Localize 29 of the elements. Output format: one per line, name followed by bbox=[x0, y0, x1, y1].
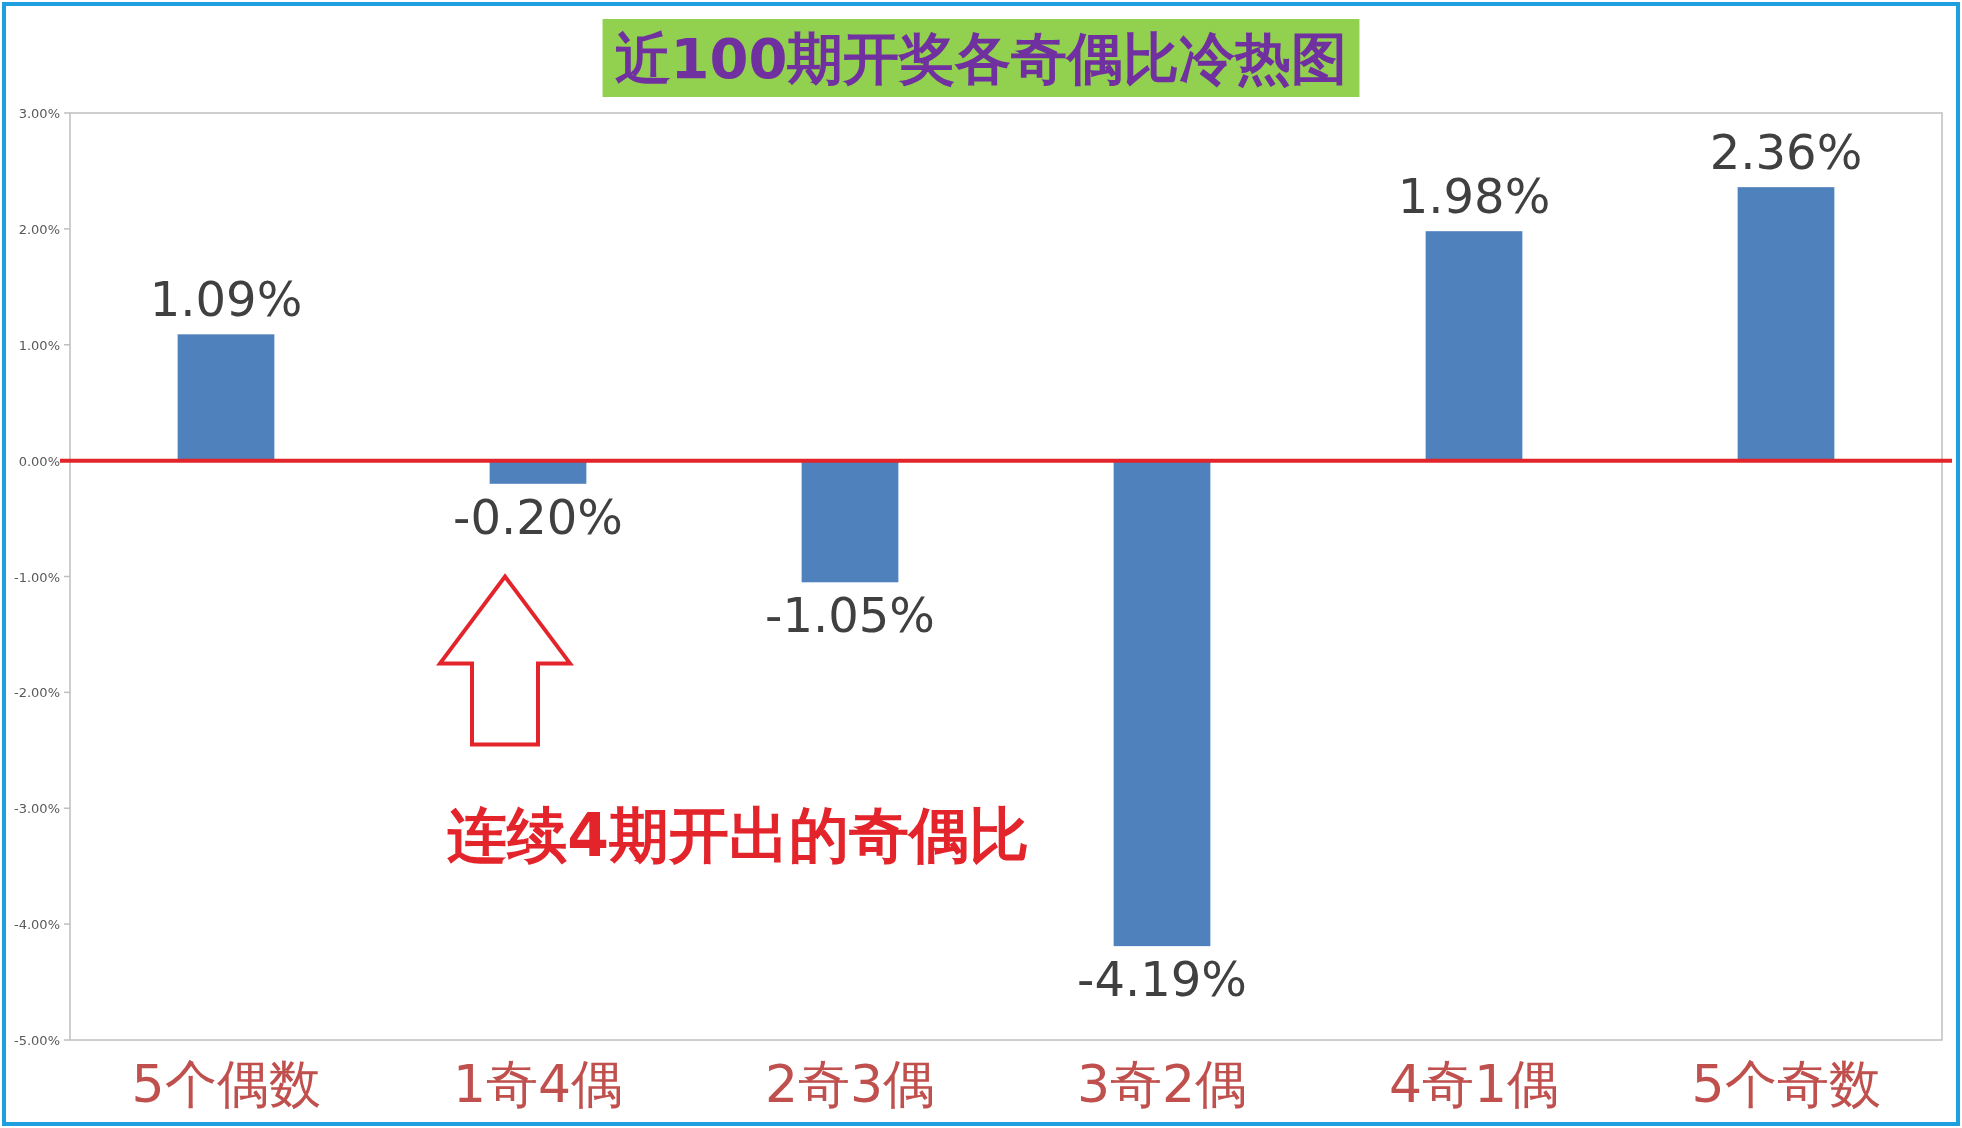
bar bbox=[1737, 187, 1835, 461]
x-tick-label: 5个偶数 bbox=[131, 1054, 321, 1114]
annotation: 连续4期开出的奇偶比 bbox=[447, 800, 1029, 871]
y-tick-label: -4.00% bbox=[14, 917, 60, 933]
y-tick-label: 1.00% bbox=[18, 337, 60, 353]
x-tick-label: 2奇3偶 bbox=[764, 1054, 936, 1114]
data-label: 2.36% bbox=[1709, 124, 1863, 181]
y-tick-label: -5.00% bbox=[14, 1033, 60, 1048]
chart-title: 近100期开奖各奇偶比冷热图 bbox=[614, 26, 1348, 91]
y-tick-label: 3.00% bbox=[18, 106, 60, 121]
data-label: 1.98% bbox=[1397, 168, 1551, 225]
x-tick-label: 5个奇数 bbox=[1691, 1054, 1881, 1114]
bar bbox=[489, 460, 587, 484]
y-tick-label: 0.00% bbox=[18, 453, 60, 469]
x-tick-label: 1奇4偶 bbox=[452, 1054, 624, 1114]
bar bbox=[1113, 460, 1211, 947]
y-tick-label: -1.00% bbox=[14, 569, 60, 585]
data-label: -0.20% bbox=[453, 488, 623, 545]
bar bbox=[177, 334, 275, 461]
bar bbox=[801, 460, 899, 583]
data-label: 1.09% bbox=[149, 271, 303, 328]
data-label: -1.05% bbox=[765, 587, 935, 644]
bar bbox=[1425, 231, 1523, 461]
y-tick-label: -2.00% bbox=[14, 685, 60, 701]
y-tick-label: 2.00% bbox=[18, 221, 60, 237]
x-tick-label: 3奇2偶 bbox=[1076, 1054, 1248, 1114]
y-tick-label: -3.00% bbox=[14, 801, 60, 817]
data-label: -4.19% bbox=[1077, 951, 1247, 1008]
x-tick-label: 4奇1偶 bbox=[1388, 1054, 1560, 1114]
